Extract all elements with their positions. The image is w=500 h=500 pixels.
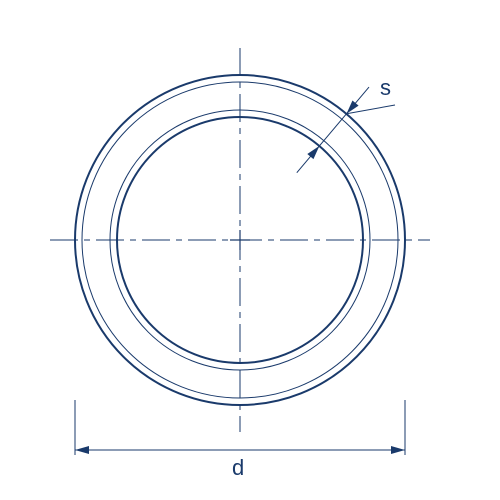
dim-d-label: d [232,455,244,480]
dim-s-label: s [380,75,391,100]
arrowhead [391,446,405,454]
arrowhead [75,446,89,454]
arrowhead [307,146,319,159]
pipe-cross-section-diagram: ds [0,0,500,500]
